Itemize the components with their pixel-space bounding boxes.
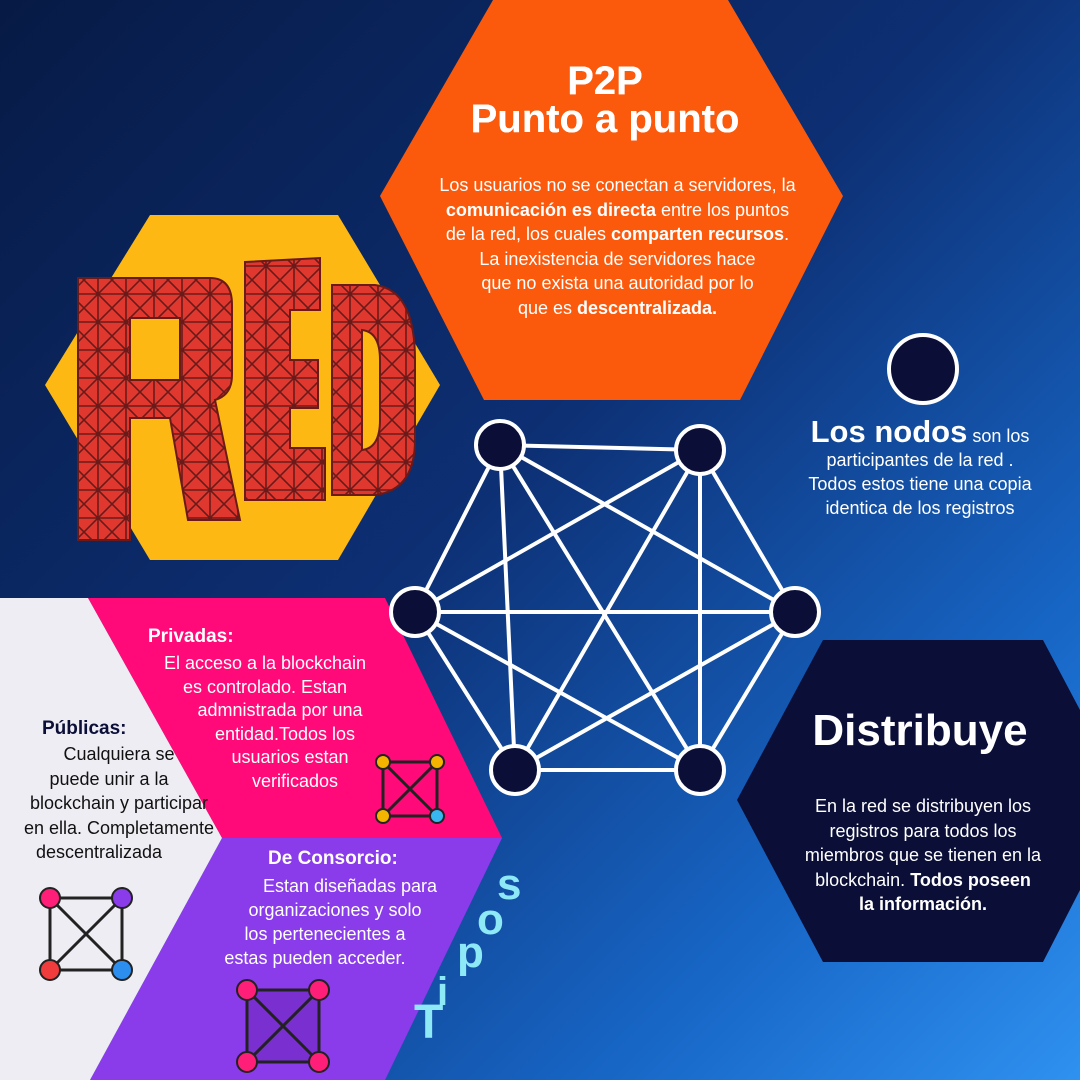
p2p-title: P2P Punto a punto xyxy=(470,59,740,141)
nodos-line: son los xyxy=(967,426,1030,446)
consorcio-description: Estan diseñadas para organizaciones y so… xyxy=(195,874,455,970)
privadas-description: El acceso a la blockchain es controlado.… xyxy=(140,652,390,793)
p2p-line: de la red, los cuales xyxy=(445,224,611,244)
publicas-line: descentralizada xyxy=(35,842,163,862)
tipos-letter: T xyxy=(414,996,444,1049)
node-circle-icon xyxy=(674,424,726,476)
consorcio-line: organizaciones y solo xyxy=(248,900,422,920)
node-circle-icon xyxy=(474,419,526,471)
p2p-line: que no exista una autoridad por lo xyxy=(481,273,754,293)
distribuye-bold: Todos poseen xyxy=(910,869,1031,890)
privadas-line: entidad.Todos los xyxy=(214,723,356,744)
p2p-line: entre los puntos xyxy=(655,199,790,220)
distribuye-hexagon xyxy=(737,640,1080,962)
distribuye-line: miembros que se tienen en la xyxy=(804,845,1042,865)
privadas-line: El acceso a la blockchain xyxy=(163,653,367,673)
p2p-line: que es xyxy=(517,297,577,318)
privadas-title: Privadas: xyxy=(148,626,234,647)
nodos-line: identica de los registros xyxy=(825,498,1015,518)
distribuye-title: Distribuye xyxy=(812,706,1028,755)
tipos-letter: o xyxy=(477,895,504,944)
consorcio-line: los pertenecientes a xyxy=(244,924,406,944)
p2p-bold: descentralizada. xyxy=(576,297,718,318)
consorcio-line: Estan diseñadas para xyxy=(262,876,438,896)
distribuye-description: En la red se distribuyen los registros p… xyxy=(768,794,1078,917)
consortium-network-icon xyxy=(236,979,330,1073)
p2p-bold: comunicación es directa xyxy=(445,199,656,220)
privadas-line: admnistrada por una xyxy=(197,700,363,720)
publicas-line: puede unir a la xyxy=(49,768,169,789)
node-circle-icon xyxy=(887,333,959,405)
nodos-line: Todos estos tiene una copia xyxy=(808,474,1032,494)
network-graph-icon xyxy=(413,443,797,772)
node-circle-icon xyxy=(489,744,541,796)
publicas-description: Cualquiera se puede unir a la blockchain… xyxy=(4,742,234,865)
node-circle-icon xyxy=(389,586,441,638)
tipos-letter: i xyxy=(437,970,449,1014)
distribuye-line: registros para todos los xyxy=(829,820,1017,841)
p2p-hexagon xyxy=(380,0,843,400)
tipos-letter: s xyxy=(497,860,522,909)
nodos-description: Los nodos son los participantes de la re… xyxy=(770,416,1070,520)
network-nodes xyxy=(389,419,821,796)
node-circle-icon xyxy=(769,586,821,638)
publicas-line: blockchain y participar xyxy=(29,793,209,813)
publicas-title: Públicas: xyxy=(42,718,127,739)
verified-network-icon xyxy=(375,754,445,824)
privadas-line: usuarios estan xyxy=(231,747,349,767)
red-logo xyxy=(77,256,416,541)
public-network-icon xyxy=(39,887,133,981)
consorcio-panel xyxy=(90,838,502,1080)
publicas-line: en ella. Completamente xyxy=(23,817,215,838)
distribuye-line: En la red se distribuyen los xyxy=(814,796,1032,816)
nodos-title: Los nodos xyxy=(810,414,968,449)
distribuye-line: blockchain. xyxy=(815,869,911,890)
consorcio-line: estas pueden acceder. xyxy=(224,948,406,968)
p2p-description: Los usuarios no se conectan a servidores… xyxy=(395,173,840,320)
node-circle-icon xyxy=(674,744,726,796)
publicas-line: Cualquiera se xyxy=(63,744,175,764)
publicas-panel xyxy=(0,598,222,1080)
p2p-line: Los usuarios no se conectan a servidores… xyxy=(439,175,796,195)
p2p-line: . xyxy=(784,224,790,244)
p2p-title-line1: P2P xyxy=(567,59,643,103)
p2p-line: La inexistencia de servidores hace xyxy=(479,248,756,269)
nodos-line: participantes de la red . xyxy=(826,450,1014,470)
p2p-title-line2: Punto a punto xyxy=(470,97,740,141)
consorcio-title: De Consorcio: xyxy=(268,848,398,869)
privadas-line: es controlado. Estan xyxy=(182,676,348,697)
p2p-bold: comparten recursos xyxy=(611,224,785,244)
distribuye-bold: la información. xyxy=(858,894,988,914)
privadas-line: verificados xyxy=(251,770,339,791)
tipos-letter: p xyxy=(457,928,484,977)
